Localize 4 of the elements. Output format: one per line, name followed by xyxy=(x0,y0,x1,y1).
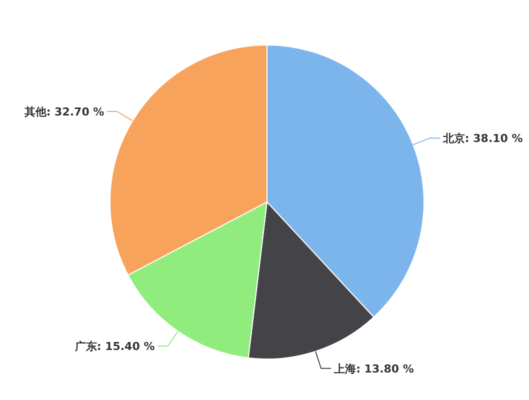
slice-label: 北京: 38.10 % xyxy=(442,132,523,146)
slice-label: 广东: 15.40 % xyxy=(74,340,155,354)
slice-label: 上海: 13.80 % xyxy=(333,362,414,376)
slice-label: 其他: 32.70 % xyxy=(23,106,104,118)
